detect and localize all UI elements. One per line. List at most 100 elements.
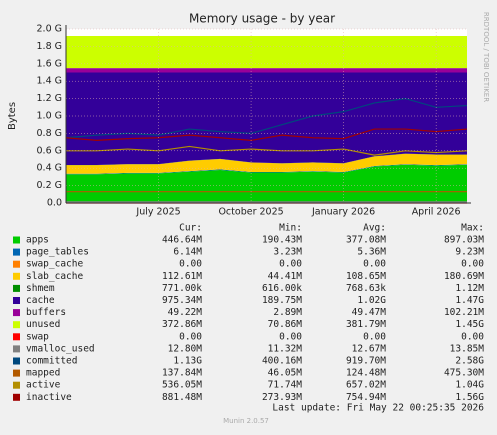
legend-stat: 49.22M (168, 307, 203, 318)
legend-stat: 190.43M (262, 235, 302, 246)
x-tick-label: October 2025 (218, 207, 283, 218)
legend-stat: 0.00 (363, 259, 386, 270)
legend-stat: 1.56G (455, 392, 484, 403)
y-tick-label: 0.4 G (37, 163, 63, 174)
legend-stat: 12.67M (352, 343, 387, 354)
legend-stat: 180.69M (444, 271, 484, 282)
legend-stat: 5.36M (357, 247, 386, 258)
legend-stat: 0.00 (461, 259, 484, 270)
side-text: RRDTOOL / TOBI OETIKER (482, 12, 490, 102)
area (66, 153, 467, 174)
legend-label: mapped (26, 368, 60, 379)
legend-swatch (13, 309, 20, 317)
x-tick-label: January 2026 (311, 207, 375, 218)
legend-stat: 897.03M (444, 235, 484, 246)
y-tick-label: 1.0 G (37, 111, 63, 122)
legend-stat: 754.94M (346, 392, 386, 403)
legend-stat: 0.00 (179, 259, 202, 270)
legend-stat: 108.65M (346, 271, 386, 282)
legend-stat: 377.08M (346, 235, 386, 246)
legend-stat: 616.00k (262, 283, 302, 294)
legend-stat: 3.23M (273, 247, 302, 258)
legend-swatch (13, 248, 20, 256)
area (66, 35, 467, 69)
y-tick-label: 1.4 G (37, 76, 63, 87)
legend-swatch (13, 393, 20, 401)
legend-label: buffers (26, 307, 66, 318)
legend-stat: 2.89M (273, 307, 302, 318)
table-header: Min: (279, 223, 302, 234)
legend-stat: 49.47M (352, 307, 387, 318)
area (66, 164, 467, 203)
legend-label: vmalloc_used (26, 343, 95, 354)
legend-stat: 1.47G (455, 295, 484, 306)
legend-stat: 881.48M (162, 392, 202, 403)
legend-stat: 13.85M (450, 343, 485, 354)
legend-stat: 1.45G (455, 319, 484, 330)
legend-stat: 273.93M (262, 392, 302, 403)
legend-label: shmem (26, 283, 55, 294)
legend-stat: 381.79M (346, 319, 386, 330)
legend-swatch (13, 333, 20, 341)
y-tick-label: 0.2 G (37, 180, 63, 191)
legend-stat: 71.74M (268, 380, 303, 391)
legend-stat: 11.32M (268, 343, 303, 354)
footer: Munin 2.0.57 (223, 417, 269, 425)
legend-stat: 0.00 (179, 331, 202, 342)
legend-label: cache (26, 295, 55, 306)
legend-stat: 771.00k (162, 283, 202, 294)
chart-title: Memory usage - by year (189, 12, 335, 26)
line (65, 128, 468, 141)
legend-label: inactive (26, 392, 72, 403)
legend-stat: 475.30M (444, 368, 484, 379)
y-tick-label: 1.8 G (37, 41, 63, 52)
legend-swatch (13, 272, 20, 280)
legend-stat: 189.75M (262, 295, 302, 306)
legend-swatch (13, 260, 20, 268)
legend-swatch (13, 297, 20, 304)
legend-stat: 0.00 (279, 259, 302, 270)
legend-stat: 0.00 (461, 331, 484, 342)
legend-stat: 112.61M (162, 271, 202, 282)
y-tick-label: 0.6 G (37, 145, 63, 156)
legend-stat: 6.14M (173, 247, 202, 258)
legend-stat: 124.48M (346, 368, 386, 379)
y-axis-label: Bytes (7, 102, 18, 130)
legend-stat: 0.00 (363, 331, 386, 342)
legend-swatch (13, 284, 20, 292)
legend-label: swap (26, 331, 49, 342)
legend-stat: 1.04G (455, 380, 484, 391)
legend-stat: 102.21M (444, 307, 484, 318)
legend-label: page_tables (26, 247, 89, 258)
legend-label: active (26, 380, 61, 391)
area (66, 68, 467, 73)
legend-stat: 446.64M (162, 235, 202, 246)
legend-swatch (13, 381, 20, 389)
legend-stat: 400.16M (262, 356, 302, 367)
legend-stat: 536.05M (162, 380, 202, 391)
table-header: Avg: (363, 223, 386, 234)
line (65, 97, 468, 139)
legend-swatch (13, 369, 20, 377)
legend-swatch (13, 236, 20, 244)
legend-stat: 768.63k (346, 283, 386, 294)
legend-label: committed (26, 356, 77, 367)
legend-stat: 1.02G (357, 295, 386, 306)
legend-stat: 975.34M (162, 295, 202, 306)
y-tick-label: 2.0 G (37, 24, 63, 35)
legend-label: unused (26, 319, 60, 330)
legend-swatch (13, 357, 20, 365)
area (66, 72, 467, 165)
y-tick-label: 1.2 G (37, 93, 63, 104)
line (66, 145, 468, 156)
legend-stat: 44.41M (268, 271, 303, 282)
legend-stat: 919.70M (346, 356, 386, 367)
legend-swatch (13, 345, 20, 353)
legend-label: swap_cache (26, 259, 83, 270)
legend-stat: 1.12M (455, 283, 484, 294)
legend-stat: 46.05M (268, 368, 303, 379)
legend-stat: 12.80M (168, 343, 203, 354)
y-tick-label: 0.0 (47, 198, 62, 209)
x-tick-label: July 2025 (135, 207, 180, 218)
